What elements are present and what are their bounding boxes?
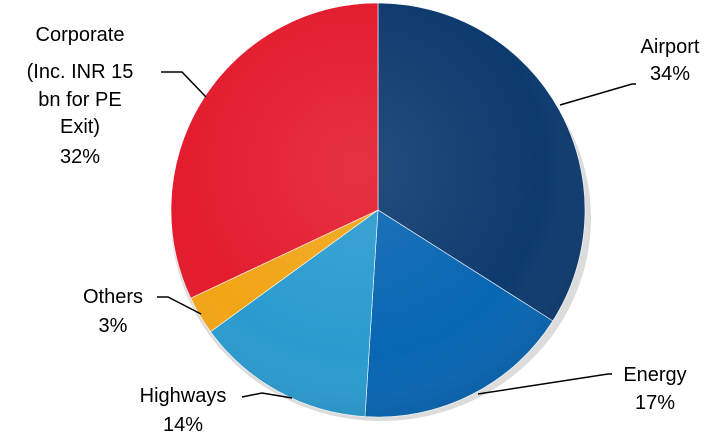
label-corporate-line-3: bn for PE	[38, 89, 121, 111]
slice-label-energy: Energy 17%	[623, 364, 686, 414]
leader-line-corporate	[161, 71, 207, 98]
label-energy-name: Energy	[623, 364, 686, 386]
pie-highlight	[171, 3, 585, 417]
label-energy-value: 17%	[635, 392, 675, 414]
label-highways-value: 14%	[163, 414, 203, 436]
label-others-name: Others	[83, 286, 143, 308]
slice-label-airport: Airport 34%	[641, 36, 700, 85]
leader-line-others	[157, 296, 202, 315]
leader-line-energy	[477, 373, 612, 395]
label-corporate-value: 32%	[60, 146, 100, 168]
label-highways-name: Highways	[140, 385, 227, 407]
slice-label-highways: Highways 14%	[140, 385, 227, 436]
leader-line-airport	[559, 83, 636, 106]
leader-line-highways	[241, 392, 293, 399]
label-airport-name: Airport	[641, 36, 700, 58]
label-airport-value: 34%	[650, 63, 690, 85]
label-others-value: 3%	[99, 315, 128, 337]
label-corporate-line-4: Exit)	[60, 116, 100, 138]
label-corporate-line-2: (Inc. INR 15	[27, 61, 134, 83]
slice-label-others: Others 3%	[83, 286, 143, 337]
label-corporate-line-1: Corporate	[36, 24, 125, 46]
slice-label-corporate: Corporate (Inc. INR 15 bn for PE Exit) 3…	[27, 24, 134, 168]
